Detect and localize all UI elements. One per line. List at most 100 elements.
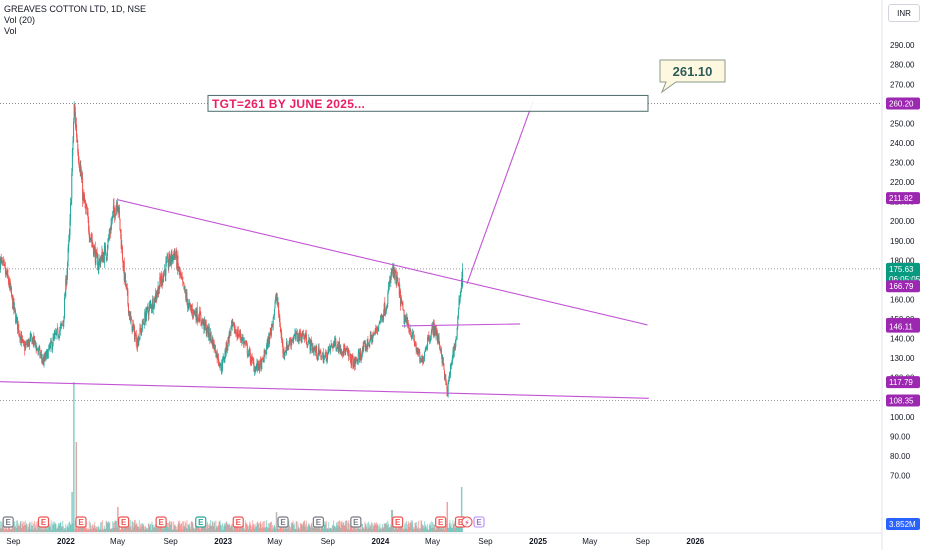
target-annotation-box[interactable] [207,94,649,112]
volume-bar [346,520,348,532]
volume-bar [70,524,72,532]
volume-bar [334,526,336,532]
volume-bar [141,523,143,532]
volume-bar [229,527,231,532]
candle-body [435,328,437,337]
volume-bar [319,529,321,532]
candle-body [190,307,192,311]
volume-label[interactable]: Vol [4,26,17,36]
candle-body [199,311,201,322]
trendline-projection[interactable] [466,101,534,285]
trendline-lower-support[interactable] [0,381,649,399]
y-tick-label: 220.00 [890,178,915,187]
volume-bar [244,529,246,532]
trendline-mid-horizontal[interactable] [401,323,520,327]
earnings-event-marker[interactable]: E [232,516,244,528]
volume-tag[interactable]: 3.852M [886,518,920,530]
candle-body [415,344,417,351]
volume-bar [293,525,295,532]
price-callout-bubble[interactable] [659,59,726,94]
earnings-event-marker[interactable]: E [435,516,447,528]
price-level-tag[interactable]: 108.35 [886,394,920,407]
price-level-tag[interactable]: 166.79 [886,280,920,293]
candle-body [201,319,203,325]
candle-body [169,254,171,263]
event-marker-letter: E [78,518,84,527]
earnings-event-marker[interactable]: E [37,516,50,528]
candle-body [121,247,123,261]
currency-button[interactable]: INR [888,4,920,22]
candle-body [143,322,145,324]
candle-body [396,276,398,282]
candle-body [16,317,18,330]
volume-bar [454,521,456,532]
candle-body [442,357,444,364]
candle-body [437,337,439,342]
candle-body [246,344,248,355]
candle-body [460,291,462,297]
volume-bar [3,529,5,532]
volume-bar [18,525,20,532]
event-marker-letter: E [476,518,482,527]
volume-bar [265,527,267,532]
candle-body [80,174,82,179]
y-tick-label: 160.00 [890,295,915,304]
earnings-event-marker[interactable]: E [195,516,207,528]
volume-bar [12,523,14,532]
y-tick-label: 70.00 [890,472,911,481]
volume-bar [54,522,56,532]
volume-bar [304,520,306,532]
earnings-event-marker[interactable]: E [75,516,87,528]
time-axis: Sep 2022 May Sep 2023 May Sep 2024 May Sep 2025 May… [6,537,705,546]
price-level-tag[interactable]: 146.11 [886,320,920,333]
candle-body [168,264,170,268]
candle-body [311,342,313,351]
volume-bar [299,529,301,532]
candle-body [205,324,207,326]
flash-event-icon[interactable] [461,516,473,528]
trendline-upper-falling[interactable] [117,199,648,326]
earnings-event-marker[interactable]: E [2,516,14,528]
volume-bar [323,524,325,532]
candle-body [258,367,260,370]
candle-body [368,344,370,346]
candle-body [360,355,362,359]
volume-bar [188,523,190,532]
candle-body [317,355,319,358]
candle-body [208,327,210,337]
earnings-event-marker[interactable]: E [277,516,289,528]
candle-body [357,360,359,362]
candle-body [339,341,341,350]
volume-bar [359,528,361,532]
event-marker-frame[interactable] [473,516,485,528]
volume-bar [24,520,26,532]
volume-bar [29,522,31,532]
volume-bar [260,524,262,532]
candle-body [250,360,252,363]
volume-bar [377,523,379,532]
candle-body [299,331,301,336]
earnings-event-marker[interactable]: E [312,516,324,528]
earnings-event-marker[interactable]: E [155,516,167,528]
earnings-event-marker[interactable]: E [118,516,130,528]
earnings-event-marker[interactable]: E [392,516,404,528]
price-level-tag[interactable]: 117.79 [886,376,920,389]
volume-bar [343,524,345,532]
volume-bar [416,522,418,532]
x-tick-label: Sep [321,537,336,546]
earnings-event-marker[interactable]: E [350,516,362,528]
candle-body [222,357,224,360]
candle-body [203,319,205,331]
x-tick-label: 2026 [686,537,704,546]
symbol-title[interactable]: GREAVES COTTON LTD, 1D, NSE [4,4,147,14]
volume-bar [263,521,265,532]
candle-body [86,207,88,215]
price-level-tag[interactable]: 260.20 [886,97,920,110]
price-level-tag[interactable]: 211.82 [886,192,920,205]
volume-bar [58,524,60,532]
candle-body [362,345,364,352]
volume-indicator-label[interactable]: Vol (20) [4,15,36,25]
